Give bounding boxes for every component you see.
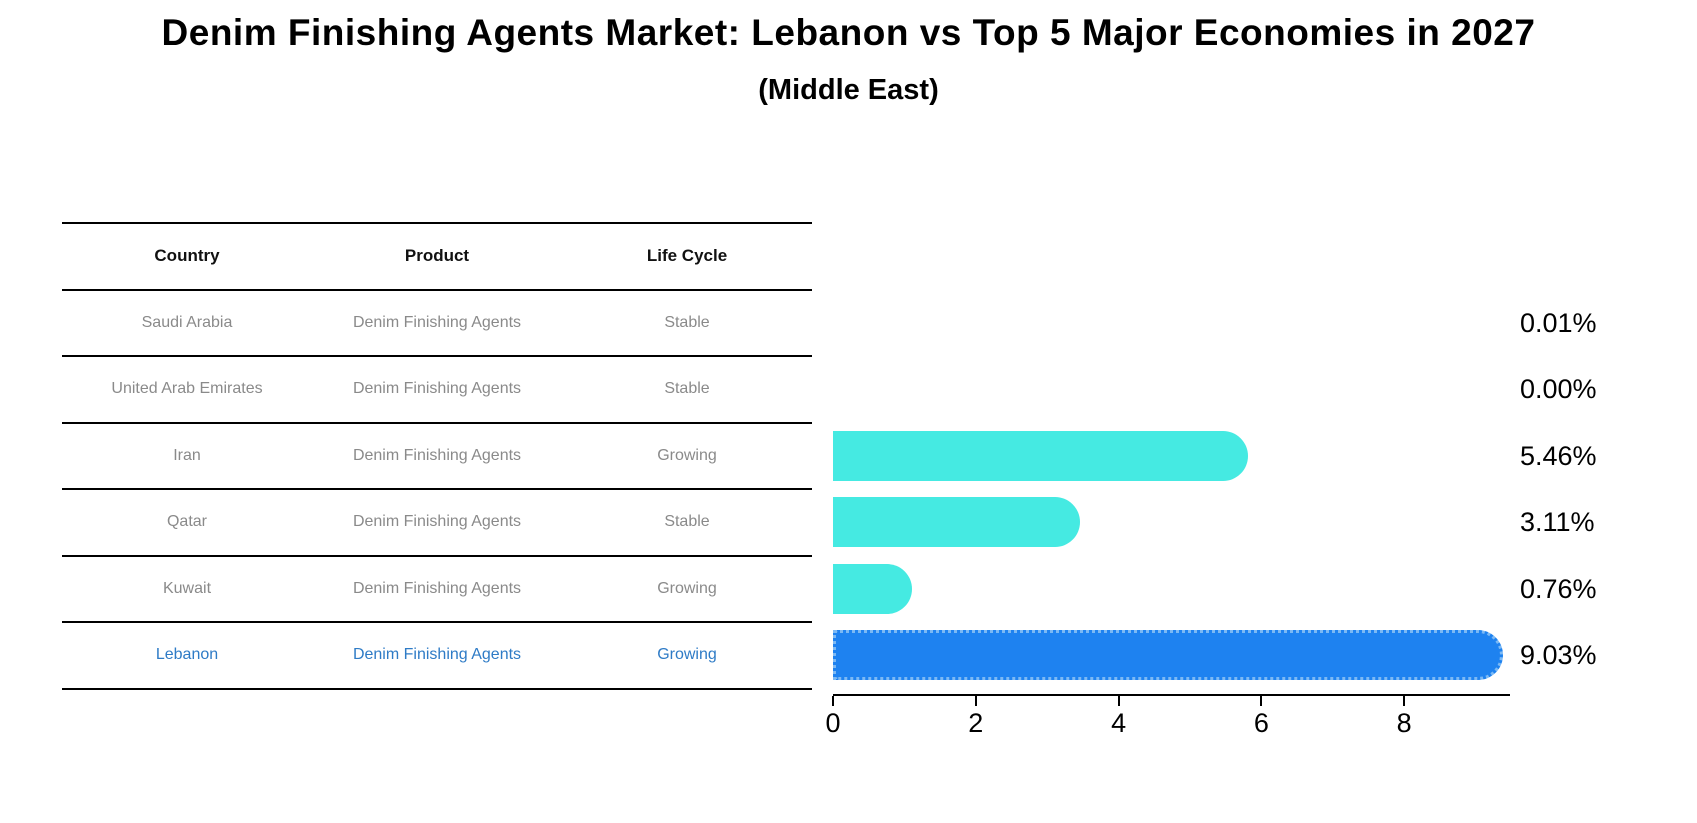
value-label: 9.03% — [1520, 640, 1597, 670]
x-axis-tick-label: 0 — [825, 708, 841, 738]
value-label: 0.00% — [1520, 374, 1597, 404]
value-label: 3.11% — [1520, 507, 1595, 537]
x-axis-tick — [1260, 696, 1263, 706]
x-axis — [833, 694, 1510, 696]
table-cell-life-cycle: Stable — [664, 380, 710, 398]
table-row: Iran Denim Finishing Agents Growing — [62, 421, 812, 489]
table-row: Kuwait Denim Finishing Agents Growing — [62, 554, 812, 622]
table-cell-life-cycle: Stable — [664, 513, 710, 531]
table-row: Qatar Denim Finishing Agents Stable — [62, 488, 812, 555]
table-cell-life-cycle: Growing — [657, 646, 717, 664]
page-subtitle: (Middle East) — [758, 74, 939, 106]
x-axis-tick-label: 2 — [968, 708, 984, 738]
bar — [833, 430, 1248, 481]
x-axis-tick — [1117, 696, 1120, 706]
table-header-country: Country — [154, 246, 220, 266]
table-row: United Arab Emirates Denim Finishing Agen… — [62, 355, 812, 422]
table-header-row: Country Product Life Cycle — [62, 222, 812, 289]
value-label: 0.01% — [1520, 307, 1597, 338]
table-cell-country: Iran — [173, 446, 201, 464]
table-cell-life-cycle: Growing — [657, 446, 717, 464]
page-title: Denim Finishing Agents Market: Lebanon v… — [161, 12, 1536, 53]
table-cell-life-cycle: Stable — [664, 313, 710, 331]
table-header-product: Product — [404, 246, 470, 266]
table-cell-country: Lebanon — [155, 646, 219, 664]
value-label: 0.76% — [1520, 573, 1597, 604]
x-axis-tick — [1403, 696, 1406, 706]
table-row: Saudi Arabia Denim Finishing Agents Stable — [62, 288, 812, 356]
table-cell-country: Kuwait — [162, 579, 212, 597]
table-cell-product: Denim Finishing Agents — [352, 646, 522, 664]
table-header-life-cycle: Life Cycle — [646, 246, 728, 266]
x-axis-tick — [832, 696, 834, 706]
bar-highlight — [833, 630, 1503, 680]
value-label: 5.46% — [1520, 440, 1597, 471]
table-cell-product: Denim Finishing Agents — [352, 446, 522, 464]
x-axis-tick-label: 6 — [1253, 708, 1269, 738]
table-cell-product: Denim Finishing Agents — [352, 513, 522, 531]
table-cell-country: United Arab Emirates — [111, 380, 263, 398]
bar — [833, 563, 912, 614]
x-axis-tick-label: 8 — [1396, 708, 1412, 738]
table-cell-life-cycle: Growing — [657, 579, 717, 597]
table-cell-product: Denim Finishing Agents — [352, 313, 522, 331]
table-cell-product: Denim Finishing Agents — [352, 579, 522, 597]
x-axis-tick-label: 4 — [1111, 708, 1127, 738]
table-row: Lebanon Denim Finishing Agents Growing — [62, 621, 812, 688]
table-cell-country: Saudi Arabia — [141, 313, 233, 331]
table-cell-country: Qatar — [166, 513, 207, 531]
table-cell-product: Denim Finishing Agents — [352, 380, 522, 398]
market-table: Country Product Life Cycle Saudi Arabia D… — [62, 222, 812, 690]
bar — [833, 497, 1080, 547]
x-axis-tick — [974, 696, 977, 706]
